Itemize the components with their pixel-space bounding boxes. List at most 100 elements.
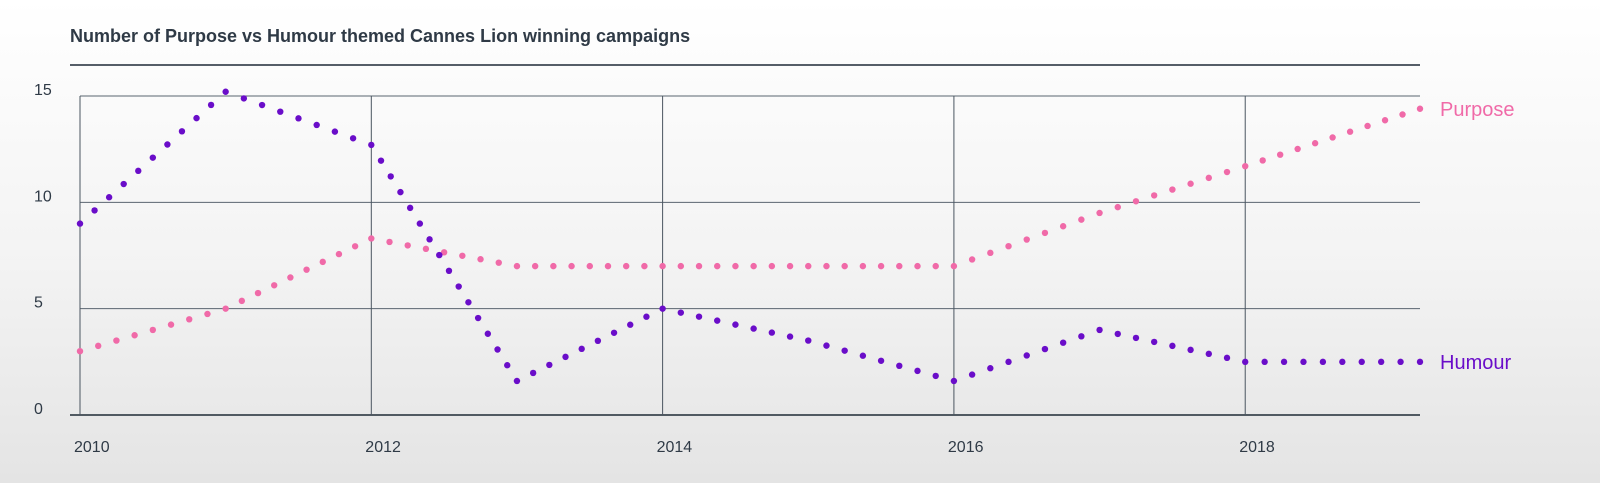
data-point (714, 317, 721, 324)
legend-label-purpose: Purpose (1440, 99, 1515, 121)
data-point (1329, 134, 1336, 141)
data-point (1150, 338, 1158, 346)
data-point (1150, 192, 1158, 199)
data-point (950, 262, 958, 270)
data-point (377, 157, 385, 164)
data-point (568, 262, 575, 270)
data-point (823, 342, 830, 349)
data-point (859, 352, 867, 359)
data-point (677, 262, 685, 270)
data-point (641, 262, 648, 270)
series-humour (76, 88, 1424, 385)
data-point (349, 135, 357, 142)
data-point (1399, 111, 1406, 118)
data-point (484, 330, 492, 337)
data-point (513, 377, 521, 385)
data-point (586, 262, 593, 270)
data-point (1242, 162, 1249, 170)
data-point (1132, 198, 1140, 205)
data-point (164, 141, 171, 148)
data-point (1059, 339, 1067, 346)
x-tick-label: 2018 (1239, 439, 1275, 456)
data-point (1041, 345, 1049, 353)
data-point (477, 256, 484, 263)
data-point (1005, 358, 1012, 366)
data-point (695, 313, 703, 320)
data-point (1078, 333, 1085, 340)
data-point (1259, 157, 1266, 164)
data-point (1294, 145, 1301, 153)
data-point (113, 337, 120, 344)
data-point (459, 252, 466, 259)
data-point (932, 262, 939, 270)
data-point (303, 266, 310, 273)
data-point (1416, 105, 1424, 112)
data-point (529, 369, 537, 377)
data-point (750, 262, 757, 270)
data-point (1223, 354, 1231, 362)
data-point (627, 321, 634, 328)
data-point (594, 337, 602, 345)
data-point (386, 238, 393, 246)
data-point (531, 262, 539, 270)
x-tick-label: 2010 (74, 439, 110, 456)
data-point (238, 297, 246, 305)
chart-title: Number of Purpose vs Humour themed Canne… (70, 26, 691, 46)
data-point (1223, 168, 1231, 176)
data-point (1346, 128, 1354, 135)
data-point (1205, 174, 1213, 182)
data-point (932, 372, 939, 380)
data-point (1114, 330, 1121, 338)
data-point (416, 220, 424, 227)
data-point (1096, 326, 1103, 334)
data-point (178, 128, 186, 135)
data-point (240, 95, 248, 102)
data-point (914, 367, 921, 375)
data-point (768, 262, 776, 270)
data-point (222, 305, 229, 312)
x-tick-label: 2012 (365, 439, 401, 456)
data-point (1187, 180, 1194, 187)
data-point (319, 258, 326, 266)
data-point (504, 362, 511, 369)
data-point (1300, 358, 1307, 366)
data-point (677, 309, 685, 316)
data-point (135, 167, 142, 175)
data-point (465, 299, 472, 306)
data-point (1041, 229, 1049, 237)
data-point (750, 325, 757, 332)
data-point (1242, 358, 1249, 366)
data-point (578, 345, 585, 353)
y-tick-label: 0 (34, 401, 43, 418)
data-point (805, 337, 812, 344)
data-point (1377, 358, 1385, 366)
data-point (1261, 358, 1268, 366)
data-point (1416, 358, 1424, 366)
data-point (896, 362, 903, 370)
data-point (1319, 358, 1327, 366)
legend-label-humour: Humour (1440, 352, 1511, 374)
data-point (622, 262, 630, 270)
data-point (440, 249, 448, 256)
data-point (659, 305, 666, 312)
data-point (207, 101, 215, 109)
data-point (1280, 358, 1288, 366)
data-point (1364, 122, 1371, 130)
data-point (1114, 203, 1121, 211)
data-point (604, 262, 612, 270)
data-point (768, 329, 776, 336)
data-point (271, 282, 278, 289)
y-tick-label: 5 (34, 295, 43, 312)
data-point (76, 220, 84, 227)
data-point (1096, 209, 1103, 217)
data-point (186, 316, 193, 323)
data-point (436, 251, 443, 259)
data-point (1311, 140, 1319, 147)
data-point (426, 236, 433, 243)
x-tick-label: 2014 (657, 439, 693, 456)
data-point (404, 242, 411, 249)
data-point (445, 267, 453, 275)
y-tick-label: 10 (34, 188, 52, 205)
data-point (368, 141, 375, 149)
